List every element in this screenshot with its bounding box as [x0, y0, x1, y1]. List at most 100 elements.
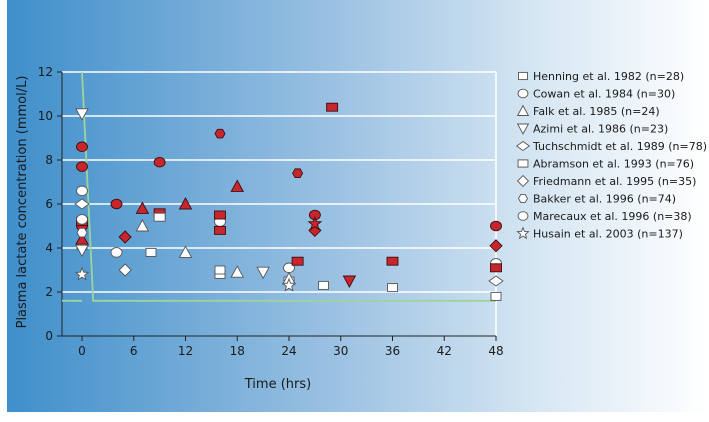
series-10 [74, 216, 323, 292]
series-8 [76, 128, 304, 238]
data-point-triangle-down [342, 275, 357, 288]
data-point-triangle-up [230, 179, 245, 192]
series-3 [75, 179, 296, 285]
data-point-square [145, 247, 157, 257]
data-point-circle [76, 141, 88, 153]
series-5 [74, 198, 504, 287]
data-points [74, 102, 504, 301]
data-point-circle [76, 214, 88, 225]
legend-entry: Friedmann et al. 1995 (n=35) [516, 174, 696, 188]
data-point-triangle-down [75, 108, 89, 121]
legend-entry: Marecaux et al. 1996 (n=38) [517, 210, 692, 223]
data-point-rect [490, 263, 502, 273]
data-point-rect [214, 225, 226, 235]
data-point-star [74, 266, 90, 281]
data-point-rect [291, 256, 304, 266]
data-point-circle [76, 161, 88, 172]
y-tick-label: 10 [38, 109, 53, 123]
y-tick-label: 12 [38, 65, 53, 79]
data-point-hexagon [76, 227, 88, 238]
legend-marker-circle [517, 88, 529, 99]
legend-label: Marecaux et al. 1996 (n=38) [533, 210, 692, 223]
legend-marker-hexagon [517, 194, 529, 203]
legend-label: Falk et al. 1985 (n=24) [533, 105, 660, 118]
legend-entry: Abramson et al. 1993 (n=76) [517, 158, 694, 171]
data-point-circle [153, 156, 166, 168]
y-tick-label: 6 [45, 197, 53, 211]
x-tick-label: 0 [78, 344, 86, 358]
data-point-circle [110, 198, 123, 210]
legend-label: Tuchschmidt et al. 1989 (n=78) [532, 140, 707, 153]
x-tick-label: 24 [281, 344, 296, 358]
x-tick-label: 6 [130, 344, 138, 358]
data-point-rect [326, 102, 339, 112]
legend-entry: Henning et al. 1982 (n=28) [518, 70, 684, 83]
legend-label: Bakker et al. 1996 (n=74) [533, 193, 676, 206]
data-point-circle [110, 247, 123, 258]
legend-entry: Bakker et al. 1996 (n=74) [517, 193, 676, 206]
y-tick-label: 2 [45, 285, 53, 299]
legend-label: Azimi et al. 1986 (n=23) [533, 123, 668, 136]
chart-background [7, 0, 709, 412]
data-point-star [281, 277, 297, 292]
legend-label: Abramson et al. 1993 (n=76) [533, 158, 694, 171]
data-point-triangle-up [135, 219, 150, 232]
legend-marker-star [516, 226, 530, 240]
series-7 [118, 223, 503, 277]
data-point-triangle-up [230, 265, 245, 278]
data-point-diamond-wide [488, 275, 504, 287]
x-tick-label: 12 [178, 344, 193, 358]
x-tick-label: 42 [437, 344, 452, 358]
legend: Henning et al. 1982 (n=28) Cowan et al. 1… [515, 70, 707, 241]
data-point-diamond [489, 239, 503, 253]
data-point-triangle-up [75, 232, 89, 245]
y-tick-label: 8 [45, 153, 53, 167]
series-4 [75, 108, 357, 288]
legend-marker-diamond [516, 174, 530, 188]
y-tick-label: 0 [45, 329, 53, 343]
series-6 [76, 102, 502, 273]
data-point-diamond [118, 263, 132, 277]
legend-marker-square [518, 71, 528, 81]
data-point-square [490, 291, 502, 301]
legend-marker-triangle-down [516, 123, 530, 135]
legend-entry: Tuchschmidt et al. 1989 (n=78) [515, 140, 707, 153]
x-axis-label: Time (hrs) [244, 377, 311, 392]
data-point-hexagon [214, 128, 226, 139]
data-point-triangle-up [178, 245, 193, 258]
data-point-rect [153, 212, 166, 222]
legend-label: Cowan et al. 1984 (n=30) [533, 88, 675, 101]
data-point-triangle-up [135, 201, 150, 214]
legend-entry: Cowan et al. 1984 (n=30) [517, 88, 675, 101]
data-point-rect [214, 210, 226, 220]
legend-label: Friedmann et al. 1995 (n=35) [533, 175, 696, 188]
data-point-rect [386, 256, 399, 266]
legend-marker-diamond-wide [515, 140, 531, 152]
legend-entry: Husain et al. 2003 (n=137) [516, 226, 683, 241]
x-tick-label: 30 [333, 344, 348, 358]
data-point-square [387, 283, 398, 293]
legend-marker-circle [517, 211, 529, 221]
x-tick-label: 18 [230, 344, 245, 358]
x-tick-label: 48 [488, 344, 503, 358]
data-point-triangle-down [256, 266, 270, 280]
data-point-hexagon [292, 168, 304, 178]
legend-marker-triangle-up [516, 104, 530, 116]
legend-label: Husain et al. 2003 (n=137) [533, 228, 683, 241]
data-point-square [214, 265, 226, 275]
data-point-triangle-down [75, 244, 89, 258]
data-point-star [307, 216, 323, 231]
legend-label: Henning et al. 1982 (n=28) [533, 70, 684, 83]
x-tick-label: 36 [385, 344, 400, 358]
y-tick-label: 4 [45, 241, 53, 255]
data-point-circle [76, 185, 88, 197]
legend-entry: Falk et al. 1985 (n=24) [516, 104, 660, 118]
y-axis-label: Plasma lactate concentration (mmol/L) [15, 76, 30, 329]
data-point-diamond-wide [74, 198, 90, 210]
data-point-diamond [118, 230, 132, 244]
grid-lines [62, 71, 497, 336]
data-point-circle [490, 220, 502, 232]
